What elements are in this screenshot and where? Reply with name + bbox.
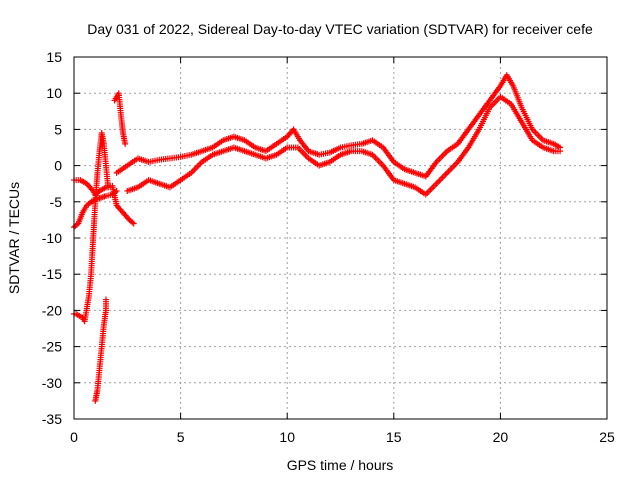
grid (74, 57, 607, 419)
x-tick-label: 5 (177, 429, 185, 445)
x-tick-label: 10 (279, 429, 295, 445)
data-point-marker (113, 187, 120, 194)
x-axis-label: GPS time / hours (287, 457, 394, 473)
data-point-marker (130, 220, 137, 227)
data-point-marker (122, 140, 129, 147)
axis-ticks: 0 5 10 15 20 25 -35 -30 -25 -20 -15 -10 -5 0 5 10 15 (42, 49, 615, 445)
y-tick-label: -10 (42, 230, 62, 246)
y-tick-label: 0 (54, 158, 62, 174)
y-tick-label: -25 (42, 339, 62, 355)
y-tick-label: 15 (46, 49, 62, 65)
y-tick-label: -15 (42, 266, 62, 282)
y-tick-label: 10 (46, 85, 62, 101)
data-point-marker (557, 148, 564, 155)
y-tick-label: 5 (54, 121, 62, 137)
y-axis-label: SDTVAR / TECUs (6, 182, 22, 294)
y-tick-label: -30 (42, 375, 62, 391)
x-tick-label: 0 (70, 429, 78, 445)
y-tick-label: -35 (42, 411, 62, 427)
y-tick-label: -5 (50, 194, 63, 210)
chart-title: Day 031 of 2022, Sidereal Day-to-day VTE… (87, 21, 593, 37)
data-point-marker (105, 184, 112, 191)
x-tick-label: 25 (599, 429, 615, 445)
plot-frame (73, 56, 608, 420)
y-tick-label: -20 (42, 302, 62, 318)
data-point-marker (102, 296, 109, 303)
data-series (71, 72, 564, 404)
x-tick-label: 15 (386, 429, 402, 445)
x-tick-label: 20 (493, 429, 509, 445)
